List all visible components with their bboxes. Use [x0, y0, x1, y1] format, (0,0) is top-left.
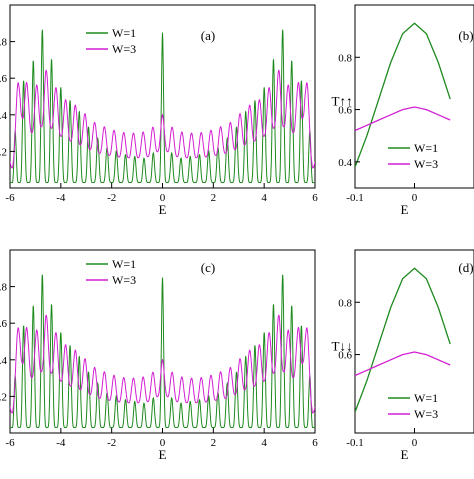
x-tick-label: -4	[56, 437, 66, 449]
y-tick-label: 0.4	[338, 157, 352, 169]
x-tick-label: -6	[5, 437, 15, 449]
x-tick-label: -6	[5, 192, 15, 204]
legend-label: W=3	[414, 157, 438, 171]
panel-label: (b)	[458, 28, 473, 43]
x-axis-label: E	[401, 202, 409, 217]
y-tick-label: .4	[0, 355, 8, 367]
plot-frame	[9, 249, 316, 434]
x-tick-label: -0.1	[346, 192, 363, 204]
panel-4: -0.1 0 0.6 0.8 E T↓↓ (d) W=1 W=3	[332, 249, 474, 462]
y-tick-label: 0.6	[338, 105, 352, 117]
x-tick-label: 2	[211, 437, 217, 449]
panel-label: (d)	[458, 260, 473, 275]
legend-label: W=3	[112, 42, 136, 56]
y-axis-label: T↑↑	[332, 94, 353, 109]
y-tick-label: 0.6	[338, 350, 352, 362]
legend-label: W=1	[414, 391, 438, 405]
series-line-2	[355, 106, 451, 132]
x-tick-label: 2	[211, 192, 217, 204]
x-tick-label: -2	[107, 192, 116, 204]
legend-label: W=1	[112, 26, 136, 40]
y-tick-label: .8	[0, 282, 8, 294]
y-tick-label: .6	[0, 73, 8, 85]
x-tick-label: -2	[107, 437, 116, 449]
y-tick-label: 0.8	[338, 297, 352, 309]
legend-label: W=1	[414, 141, 438, 155]
x-tick-label: 0	[412, 192, 418, 204]
x-tick-label: 0	[160, 437, 166, 449]
y-tick-label: .6	[0, 318, 8, 330]
panel-2: -0.1 0 0.4 0.6 0.8 E T↑↑ (b) W=1 W=3	[332, 4, 474, 217]
x-axis-label: E	[401, 447, 409, 462]
series-line-1	[10, 274, 315, 428]
y-tick-label: 0.8	[338, 52, 352, 64]
y-tick-label: .8	[0, 37, 8, 49]
x-tick-label: 6	[312, 192, 318, 204]
y-tick-label: .2	[0, 146, 7, 158]
x-tick-label: 0	[412, 437, 418, 449]
x-tick-label: -4	[56, 192, 66, 204]
series-line-2	[10, 69, 315, 169]
y-tick-label: .4	[0, 110, 8, 122]
x-tick-label: 6	[312, 437, 318, 449]
panel-3: -6 -4 -2 0 2 4 6 .2 .4 .6 .8 E (c) W=1 W=3	[0, 249, 318, 462]
x-axis-label: E	[159, 202, 167, 217]
legend-label: W=1	[112, 257, 136, 271]
panel-label: (c)	[201, 260, 215, 275]
plot-frame	[354, 249, 474, 434]
legend-label: W=3	[112, 273, 136, 287]
legend-label: W=3	[414, 407, 438, 421]
y-axis-label: T↓↓	[332, 339, 353, 354]
panel-1: -6 -4 -2 0 2 4 6 .2 .4 .6 .8 E (a) W=1 W=3	[0, 4, 318, 217]
y-tick-label: .2	[0, 391, 7, 403]
x-tick-label: 4	[261, 192, 267, 204]
series-line-2	[10, 314, 315, 414]
x-tick-label: -0.1	[346, 437, 363, 449]
series-line-1	[10, 29, 315, 183]
x-axis-label: E	[159, 447, 167, 462]
x-tick-label: 4	[261, 437, 267, 449]
series-line-2	[355, 351, 451, 377]
x-tick-label: 0	[160, 192, 166, 204]
plot-frame	[9, 4, 316, 189]
panel-label: (a)	[201, 28, 215, 43]
